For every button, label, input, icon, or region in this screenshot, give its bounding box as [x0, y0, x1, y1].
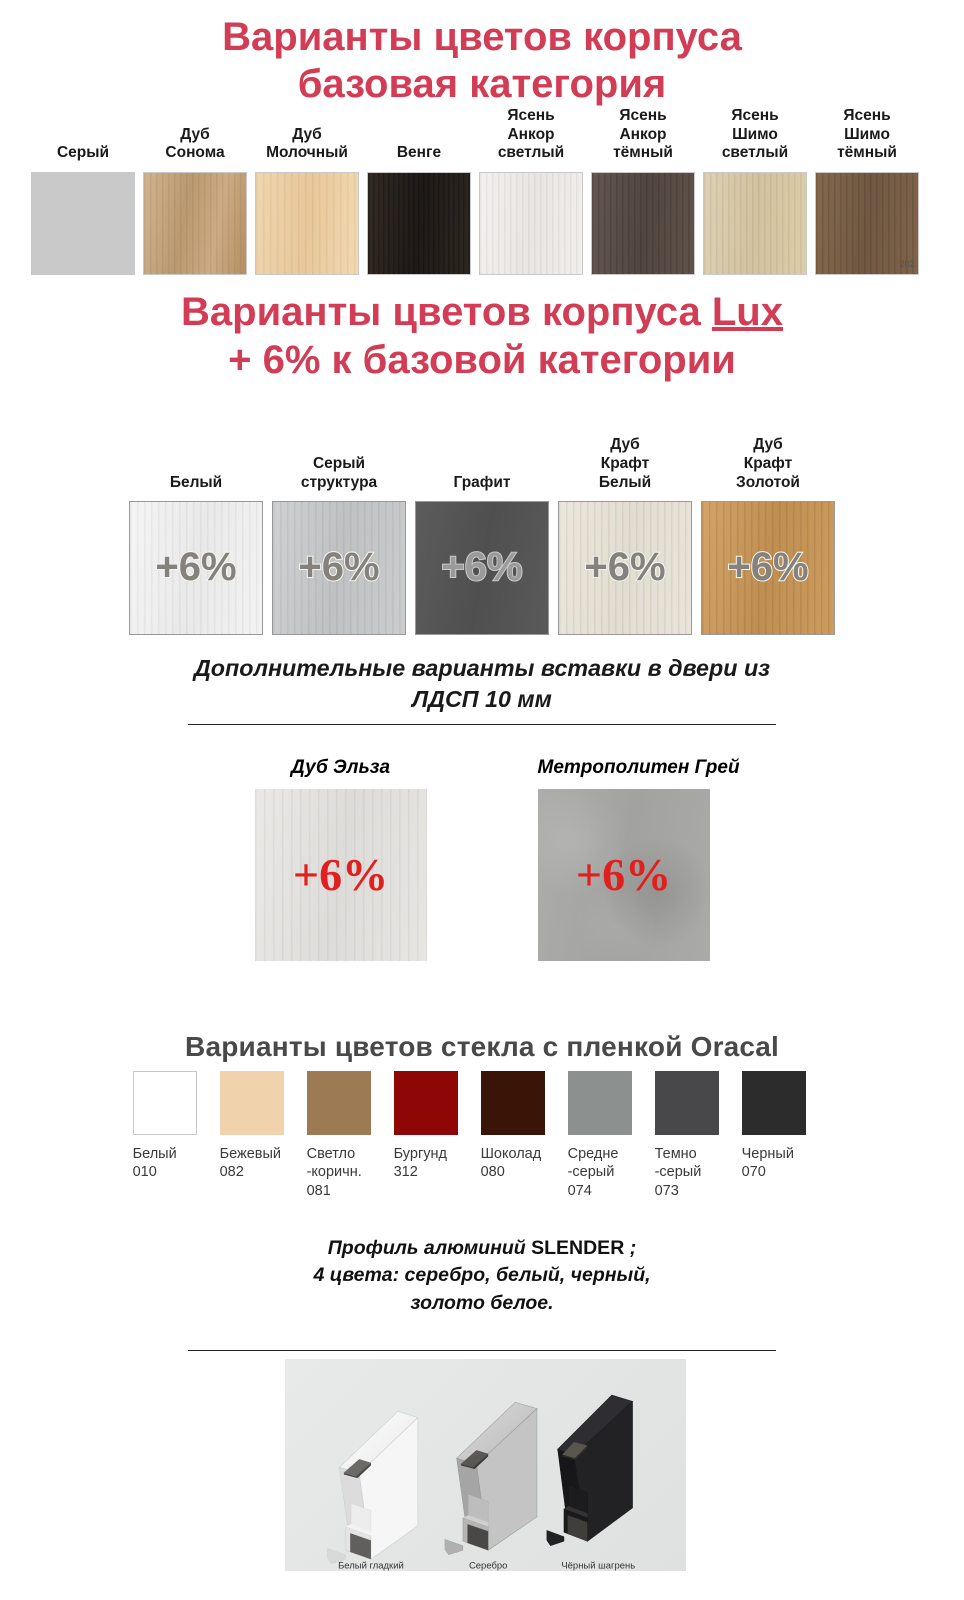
svg-text:Белый гладкий: Белый гладкий — [338, 1560, 404, 1571]
svg-text:Серебро: Серебро — [469, 1560, 507, 1571]
svg-text:Чёрный шагрень: Чёрный шагрень — [561, 1560, 635, 1571]
